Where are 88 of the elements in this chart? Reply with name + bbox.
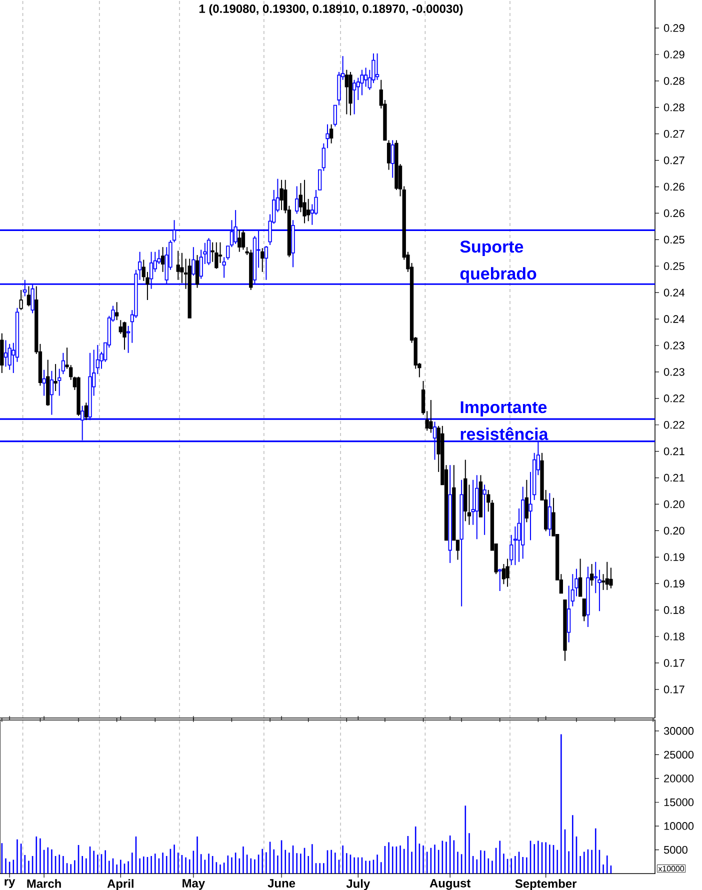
candlestick (238, 230, 242, 252)
candlestick (364, 67, 368, 88)
y-tick-label: 0.28 (664, 104, 684, 112)
x-tick-label: August (430, 879, 471, 890)
candlestick (19, 289, 23, 311)
x-tick-label: July (346, 879, 370, 890)
y-tick-label: 0.27 (664, 130, 684, 138)
candlestick (42, 369, 46, 396)
y-tick-label: 0.22 (664, 394, 684, 402)
y-tick-label: 0.25 (664, 262, 684, 270)
x-tick-label: ry (4, 879, 16, 888)
candlestick (344, 69, 348, 115)
ref-line-label: Suporte quebrado (460, 240, 536, 283)
candlestick (160, 246, 165, 272)
candlestick (330, 124, 334, 144)
candlestick (566, 585, 571, 643)
y-tick-label: 0.21 (664, 474, 684, 482)
y-tick-label: 0.23 (664, 368, 684, 376)
candlestick (506, 558, 510, 588)
candlestick (50, 370, 54, 416)
x-tick-label: May (182, 879, 205, 890)
y-tick-label: 0.21 (664, 447, 684, 456)
candlestick (8, 343, 12, 370)
candlestick (498, 568, 502, 592)
candlestick (360, 69, 364, 96)
y-tick-label: 25000 (664, 750, 694, 759)
candlestick (306, 198, 310, 222)
x-tick-label: March (27, 879, 61, 888)
candlestick (582, 598, 586, 622)
x-tick-label: April (107, 879, 134, 890)
candlestick (264, 246, 268, 280)
y-tick-label: 0.29 (664, 24, 684, 32)
y-tick-label: 0.18 (664, 632, 684, 640)
y-tick-label: 15000 (664, 798, 694, 806)
y-tick-label: 0.27 (664, 156, 684, 164)
candlestick (601, 574, 606, 590)
candlestick (206, 238, 211, 266)
chart-title: 1 (0.19080, 0.19300, 0.18910, 0.18970, -0.00030) (199, 4, 463, 16)
candlestick (4, 340, 8, 368)
ref-line-label: Importante resistência (460, 401, 548, 440)
candlestick (84, 402, 88, 421)
candlestick (605, 561, 609, 590)
candlestick (375, 52, 380, 80)
y-tick-label: 0.19 (664, 580, 684, 588)
y-tick-label: 20000 (664, 774, 694, 782)
candlestick (54, 364, 58, 392)
candlestick (302, 179, 306, 224)
y-tick-label: 0.28 (664, 77, 684, 85)
y-tick-label: 0.26 (664, 182, 684, 191)
candlestick (214, 242, 218, 270)
y-tick-label: 0.17 (664, 686, 684, 694)
y-tick-label: 0.20 (664, 500, 684, 508)
y-tick-label: 0.20 (664, 526, 684, 535)
y-tick-label: 10000 (664, 822, 694, 830)
y-tick-label: 0.29 (664, 50, 684, 58)
y-tick-label: 0.24 (664, 288, 685, 296)
y-tick-label: 0.18 (664, 606, 684, 614)
y-tick-label: 0.19 (664, 553, 684, 562)
candlestick (280, 179, 284, 211)
candlestick (513, 526, 518, 566)
candlestick (195, 254, 200, 288)
x-tick-label: September (515, 879, 577, 890)
y-tick-label: 30000 (664, 727, 694, 735)
y-tick-label: 0.17 (664, 659, 684, 667)
candlestick (115, 302, 119, 321)
candlestick (475, 474, 479, 540)
y-tick-label: 5000 (664, 846, 688, 854)
candlestick (26, 286, 31, 307)
y-tick-label: 0.24 (664, 315, 685, 323)
candlestick (482, 484, 486, 536)
candlestick (578, 558, 582, 597)
candlestick (176, 250, 180, 280)
candlestick (260, 248, 264, 272)
candlestick (192, 246, 196, 276)
y-tick-label: 0.25 (664, 236, 684, 244)
candlestick (590, 564, 594, 586)
x-tick-label: June (268, 879, 296, 888)
candlestick (548, 492, 552, 536)
candlestick (352, 79, 356, 115)
candlestick (118, 320, 122, 334)
y-tick-label: 0.22 (664, 420, 684, 429)
candlestick (295, 186, 299, 214)
candlestick (122, 321, 126, 350)
y-tick-label: 0.26 (664, 209, 684, 218)
candlestick (429, 400, 433, 434)
candlestick (524, 479, 529, 523)
y-tick-label: 0.23 (664, 342, 684, 350)
candlestick (390, 140, 394, 178)
